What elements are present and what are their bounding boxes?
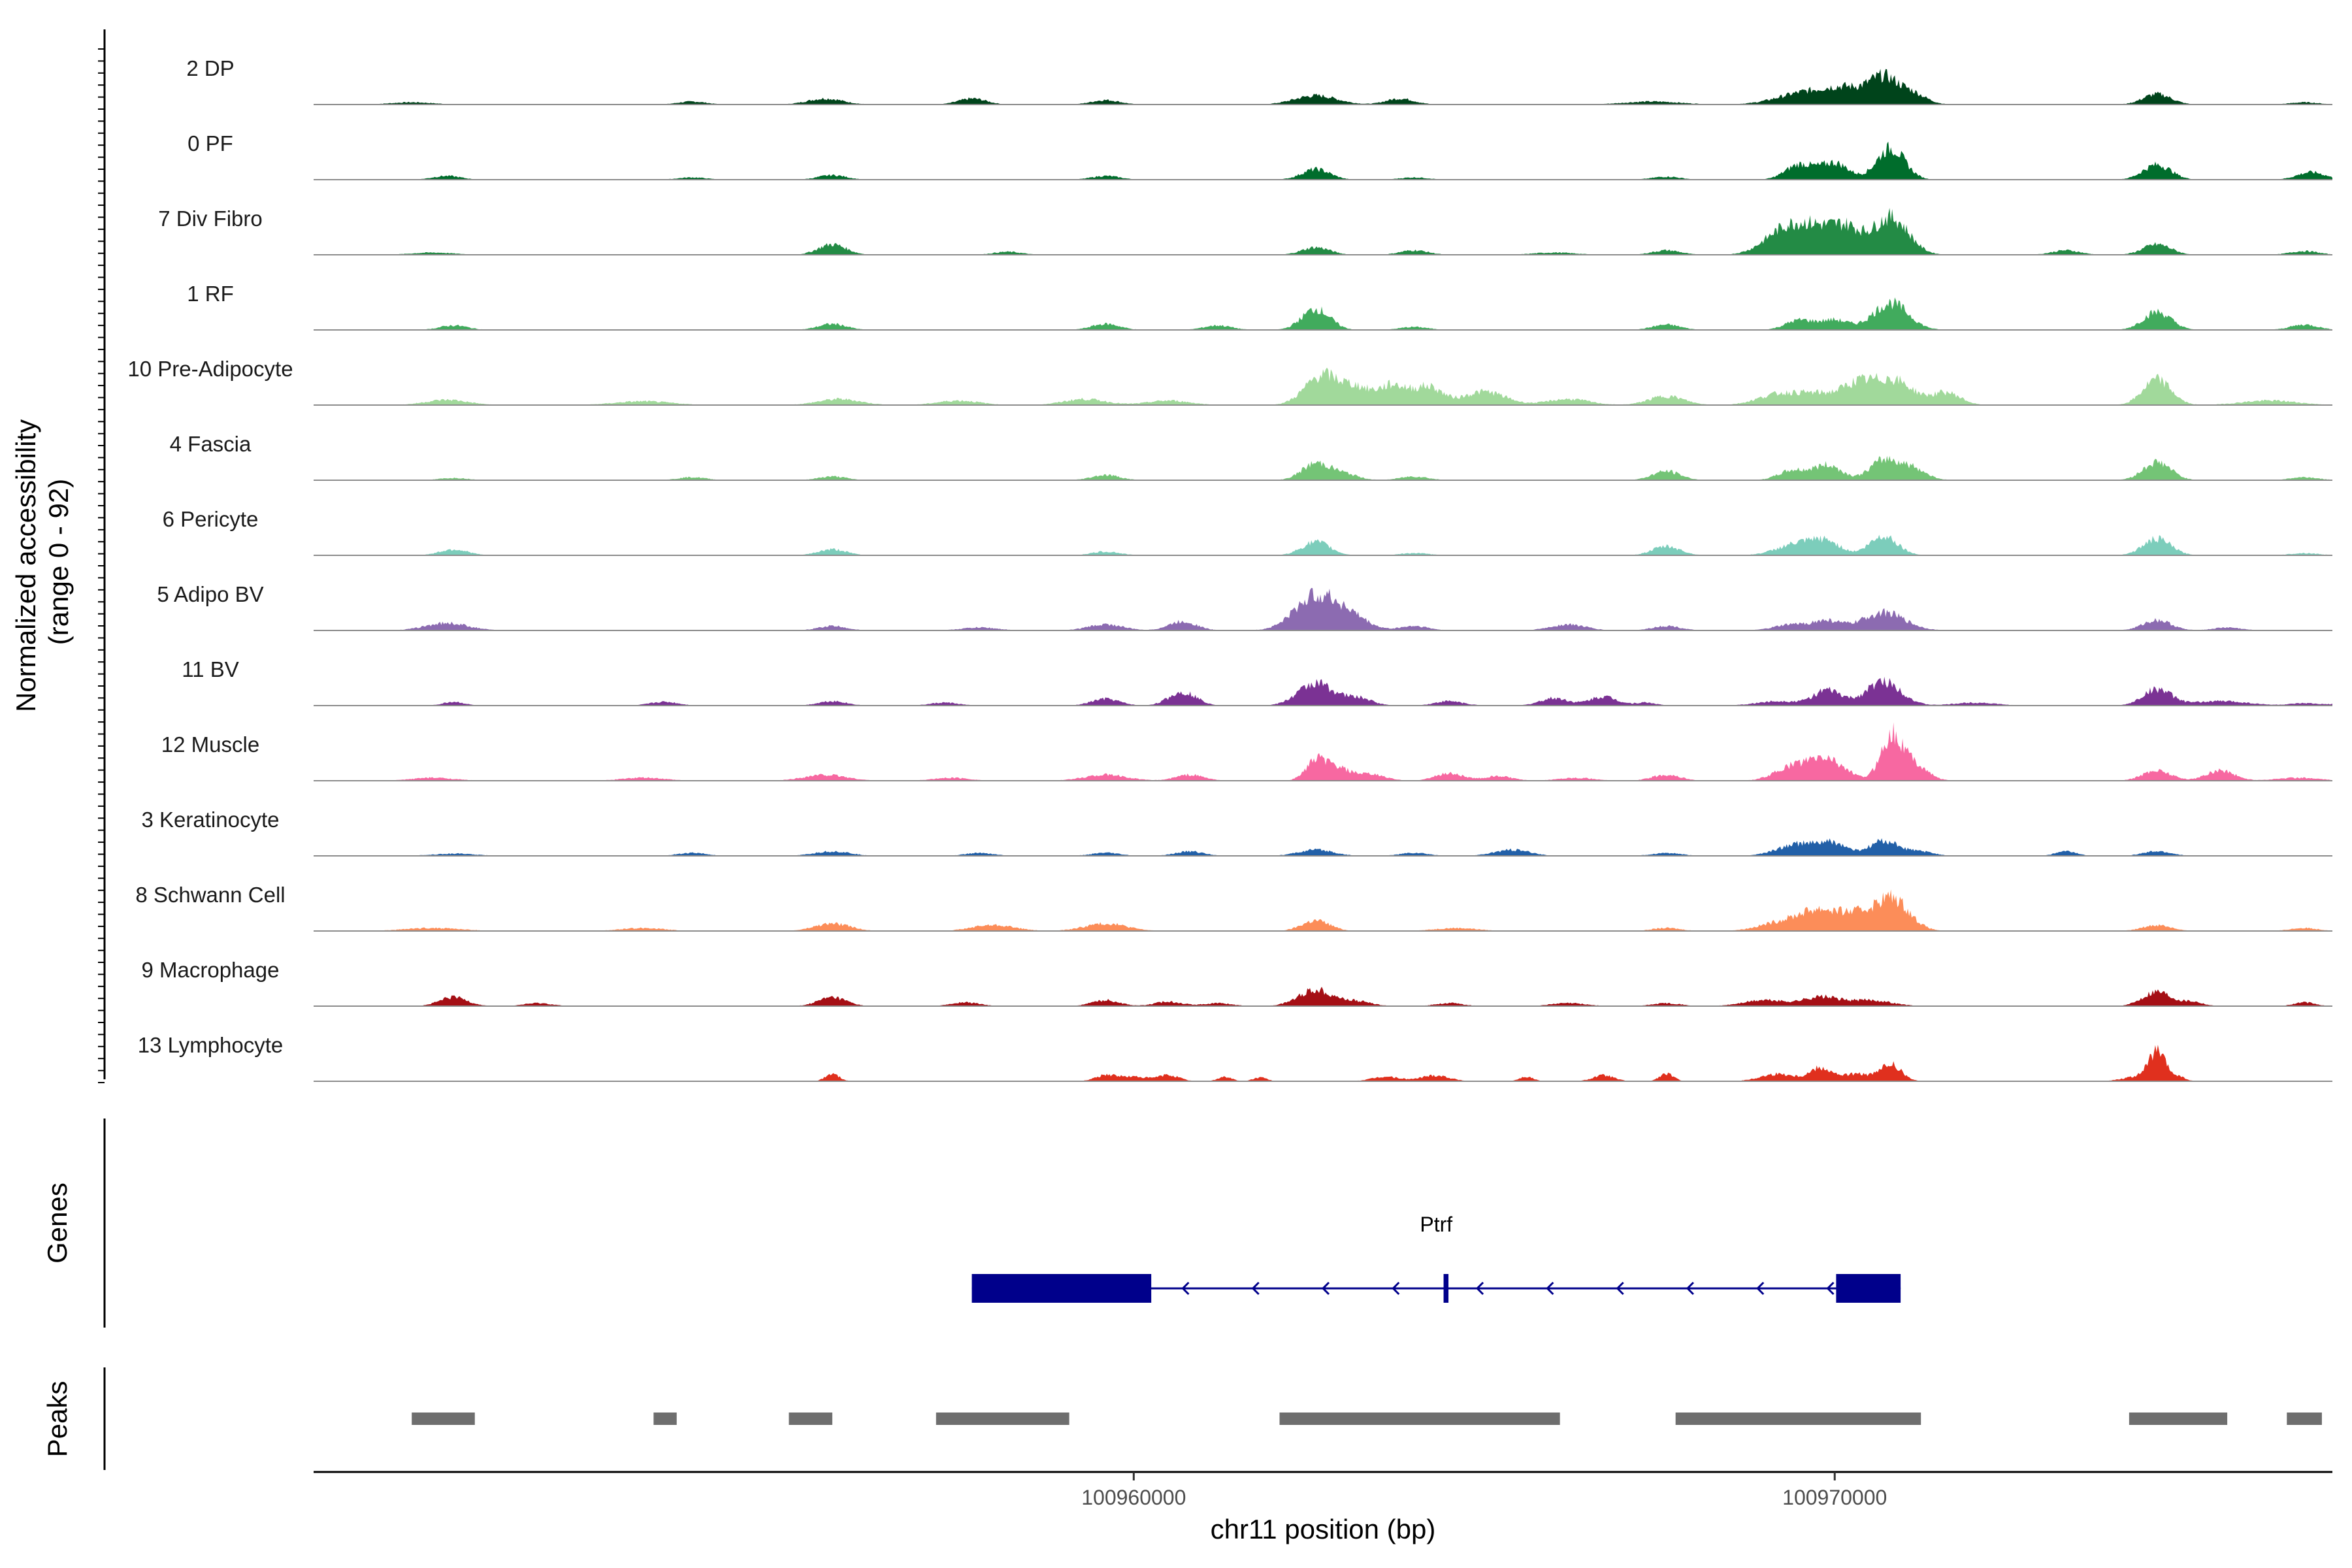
track-6: 4 Fascia bbox=[170, 432, 2332, 481]
coverage-axis-ticks bbox=[98, 48, 105, 1083]
track-7: 6 Pericyte bbox=[163, 507, 2332, 556]
gene-name-label: Ptrf bbox=[1420, 1213, 1452, 1236]
track-label: 1 RF bbox=[187, 282, 234, 306]
strand-arrow bbox=[1616, 1281, 1624, 1296]
peak-regions bbox=[412, 1413, 2322, 1425]
coverage-area bbox=[314, 1045, 2332, 1081]
x-tick-label: 100970000 bbox=[1782, 1486, 1887, 1509]
track-8: 5 Adipo BV bbox=[157, 582, 2332, 631]
strand-arrow bbox=[1392, 1281, 1400, 1296]
track-13: 9 Macrophage bbox=[142, 958, 2332, 1007]
coverage-area bbox=[314, 838, 2332, 856]
track-9: 11 BV bbox=[182, 657, 2332, 706]
coverage-area bbox=[314, 676, 2332, 706]
coverage-area bbox=[314, 889, 2332, 931]
coverage-area bbox=[314, 367, 2332, 405]
track-14: 13 Lymphocyte bbox=[138, 1033, 2332, 1082]
track-label: 0 PF bbox=[188, 131, 233, 155]
strand-arrow bbox=[1546, 1281, 1554, 1296]
track-11: 3 Keratinocyte bbox=[142, 808, 2332, 857]
track-10: 12 Muscle bbox=[161, 722, 2332, 781]
coverage-area bbox=[314, 69, 2332, 105]
coverage-area bbox=[314, 455, 2332, 480]
track-4: 1 RF bbox=[187, 282, 2332, 331]
coverage-area bbox=[314, 141, 2332, 180]
x-axis: 100960000 100970000 chr11 position (bp) bbox=[314, 1471, 2332, 1544]
y-axis-title-line2: (range 0 - 92) bbox=[43, 479, 74, 645]
peaks-panel: Peaks bbox=[42, 1367, 2322, 1470]
peak-region bbox=[789, 1413, 832, 1425]
coverage-area bbox=[314, 297, 2332, 330]
track-12: 8 Schwann Cell bbox=[135, 883, 2332, 932]
track-label: 12 Muscle bbox=[161, 732, 259, 757]
track-label: 7 Div Fibro bbox=[158, 206, 263, 231]
track-label: 5 Adipo BV bbox=[157, 582, 263, 606]
track-label: 13 Lymphocyte bbox=[138, 1033, 284, 1057]
y-axis-title-line1: Normalized accessibility bbox=[10, 419, 41, 712]
gene-Ptrf: Ptrf bbox=[972, 1213, 1901, 1303]
gene-exon bbox=[1443, 1274, 1449, 1303]
peak-region bbox=[1279, 1413, 1560, 1425]
track-label: 11 BV bbox=[182, 657, 238, 681]
peak-region bbox=[2129, 1413, 2228, 1425]
peak-region bbox=[653, 1413, 677, 1425]
strand-arrow bbox=[1475, 1281, 1484, 1296]
peak-region bbox=[1675, 1413, 1921, 1425]
gene-exon bbox=[1836, 1274, 1901, 1303]
strand-arrow bbox=[1321, 1281, 1330, 1296]
gene-models: Ptrf bbox=[972, 1213, 1901, 1303]
strand-arrow bbox=[1756, 1281, 1765, 1296]
coverage-area bbox=[314, 987, 2332, 1006]
track-2: 0 PF bbox=[188, 131, 2332, 180]
y-axis-title: Normalized accessibility (range 0 - 92) bbox=[10, 412, 74, 712]
track-5: 10 Pre-Adipocyte bbox=[127, 357, 2332, 406]
genes-panel: Genes Ptrf bbox=[42, 1119, 1901, 1328]
genes-panel-title: Genes bbox=[42, 1183, 73, 1264]
track-label: 9 Macrophage bbox=[142, 958, 280, 982]
track-3: 7 Div Fibro bbox=[158, 206, 2332, 255]
coverage-area bbox=[314, 587, 2332, 630]
track-1: 2 DP bbox=[186, 56, 2332, 105]
strand-arrow bbox=[1686, 1281, 1694, 1296]
peak-region bbox=[412, 1413, 475, 1425]
strand-arrow bbox=[1181, 1281, 1190, 1296]
track-label: 6 Pericyte bbox=[163, 507, 259, 531]
x-axis-ticks: 100960000 100970000 bbox=[1081, 1472, 1887, 1509]
track-label: 8 Schwann Cell bbox=[135, 883, 285, 907]
coverage-area bbox=[314, 722, 2332, 781]
coverage-area bbox=[314, 208, 2332, 255]
coverage-tracks: 2 DP 0 PF 7 Div Fibro 1 RF 10 Pre-Adipocyte 4… bbox=[127, 56, 2332, 1082]
coverage-area bbox=[314, 534, 2332, 555]
peaks-panel-title: Peaks bbox=[42, 1381, 73, 1458]
strand-arrow bbox=[1826, 1281, 1835, 1296]
track-label: 4 Fascia bbox=[170, 432, 252, 456]
strand-arrow bbox=[1251, 1281, 1260, 1296]
gene-exon bbox=[972, 1274, 1152, 1303]
y-axis-coverage: Normalized accessibility (range 0 - 92) bbox=[10, 29, 106, 1083]
track-label: 3 Keratinocyte bbox=[142, 808, 280, 832]
peak-region bbox=[2287, 1413, 2322, 1425]
x-tick-label: 100960000 bbox=[1081, 1486, 1186, 1509]
track-label: 10 Pre-Adipocyte bbox=[127, 357, 293, 381]
peak-region bbox=[936, 1413, 1070, 1425]
track-label: 2 DP bbox=[186, 56, 234, 80]
x-axis-title: chr11 position (bp) bbox=[1211, 1514, 1436, 1544]
